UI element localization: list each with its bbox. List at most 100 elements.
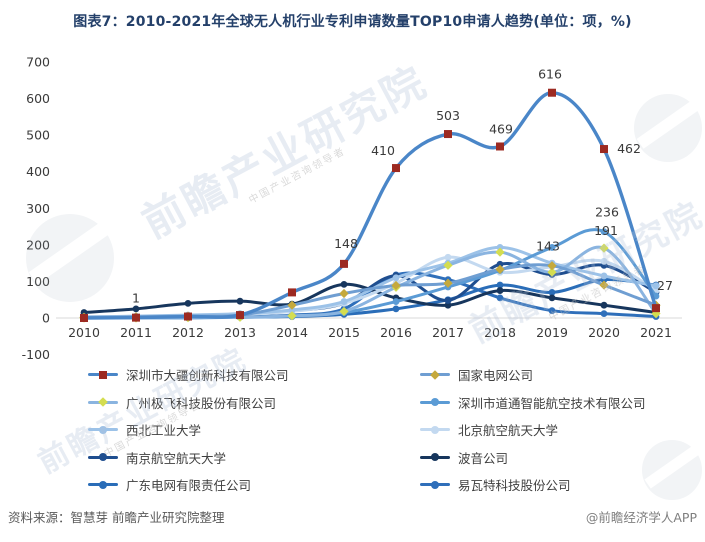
x-tick-label: 2020 <box>588 325 620 340</box>
legend-label: 深圳市大疆创新科技有限公司 <box>126 368 289 384</box>
legend-marker-icon <box>420 425 450 434</box>
data-point-label: 143 <box>536 239 560 254</box>
x-tick-label: 2021 <box>640 325 672 340</box>
data-point-marker-s7 <box>132 305 140 313</box>
legend-marker-icon <box>420 398 450 407</box>
data-point-label: 616 <box>538 67 562 82</box>
legend-item-4: 西北工业大学 <box>88 420 420 439</box>
legend-item-2: 广州极飞科技股份有限公司 <box>88 393 420 412</box>
data-point-marker-s0 <box>80 314 88 322</box>
y-tick-label: 300 <box>26 201 50 216</box>
legend-item-9: 易瓦特科技股份公司 <box>420 475 705 494</box>
legend-circle-icon <box>431 480 439 489</box>
data-point-label: 236 <box>595 205 619 220</box>
legend-label: 北京航空航天大学 <box>458 423 559 439</box>
legend-marker-icon <box>88 425 118 434</box>
legend-circle-icon <box>99 425 107 434</box>
y-tick-label: 0 <box>42 311 50 326</box>
data-point-marker-s2 <box>339 306 349 317</box>
data-point-marker-s1 <box>339 288 349 299</box>
y-tick-label: 200 <box>26 237 50 252</box>
legend-circle-icon <box>99 453 107 462</box>
x-tick-label: 2016 <box>380 325 412 340</box>
data-point-marker-s0 <box>288 288 296 297</box>
data-point-marker-s3 <box>600 228 608 236</box>
data-point-marker-s7 <box>496 287 504 294</box>
legend-label: 西北工业大学 <box>126 423 202 439</box>
data-point-marker-s3 <box>392 298 400 305</box>
legend-circle-icon <box>431 425 439 434</box>
legend-circle-icon <box>431 453 439 462</box>
data-point-marker-s1 <box>443 278 453 288</box>
y-tick-label: -100 <box>22 347 50 362</box>
legend-marker-icon <box>420 453 450 462</box>
legend-label: 广州极飞科技股份有限公司 <box>126 395 277 411</box>
x-tick-label: 2014 <box>276 325 308 340</box>
data-point-marker-s5 <box>600 257 608 265</box>
x-tick-label: 2018 <box>484 325 516 340</box>
data-point-marker-s9 <box>600 310 608 318</box>
legend-label: 深圳市道通智能航空技术有限公司 <box>458 395 646 411</box>
legend-square-icon <box>99 370 107 379</box>
data-point-marker-s7 <box>548 294 556 302</box>
chart-title: 图表7：2010-2021年全球无人机行业专利申请数量TOP10申请人趋势(单位… <box>73 14 632 30</box>
x-tick-label: 2015 <box>328 325 360 340</box>
data-point-marker-s1 <box>599 280 609 290</box>
data-point-marker-s7 <box>236 297 244 305</box>
legend-marker-icon <box>88 370 118 379</box>
data-point-marker-s9 <box>548 307 556 315</box>
source-row: 资料来源：智慧芽 前瞻产业研究院整理 @前瞻经济学人APP <box>0 507 705 526</box>
x-tick-label: 2013 <box>224 325 256 340</box>
y-tick-label: 400 <box>26 164 50 179</box>
x-tick-label: 2011 <box>120 325 152 340</box>
chart-legend: 深圳市大疆创新科技有限公司 国家电网公司广州极飞科技股份有限公司 深圳市道通智能航空… <box>88 361 705 499</box>
legend-item-8: 广东电网有限责任公司 <box>88 475 420 494</box>
data-point-marker-s0 <box>392 164 400 173</box>
y-tick-label: 100 <box>26 274 50 289</box>
data-point-marker-s4 <box>652 282 660 290</box>
data-point-marker-s6 <box>444 297 452 304</box>
data-point-marker-s6 <box>496 260 504 268</box>
data-point-label: 191 <box>594 223 618 238</box>
data-point-label: 27 <box>657 278 673 293</box>
data-point-label: 148 <box>334 236 358 251</box>
x-tick-label: 2010 <box>68 325 100 340</box>
legend-label: 易瓦特科技股份公司 <box>458 478 571 494</box>
data-point-marker-s1 <box>287 300 297 310</box>
y-tick-label: 500 <box>26 128 50 143</box>
data-point-label: 462 <box>617 141 641 156</box>
data-point-marker-s0 <box>236 311 244 320</box>
legend-label: 波音公司 <box>458 450 509 466</box>
data-point-marker-s2 <box>287 311 297 321</box>
legend-item-0: 深圳市大疆创新科技有限公司 <box>88 365 420 384</box>
data-point-marker-s8 <box>496 281 504 289</box>
data-point-marker-s0 <box>600 145 608 154</box>
data-point-marker-s0 <box>548 88 556 97</box>
legend-circle-icon <box>99 480 107 489</box>
legend-label: 国家电网公司 <box>458 368 534 384</box>
data-point-marker-s8 <box>392 305 400 313</box>
data-point-marker-s2 <box>599 243 609 253</box>
legend-item-1: 国家电网公司 <box>420 365 705 384</box>
y-tick-label: 700 <box>26 55 50 70</box>
series-line-0 <box>82 91 658 320</box>
data-point-marker-s4 <box>288 306 296 314</box>
data-point-marker-s0 <box>132 313 140 322</box>
legend-marker-icon <box>88 453 118 462</box>
data-point-marker-s7 <box>340 280 348 288</box>
app-credit: @前瞻经济学人APP <box>585 510 697 525</box>
data-point-marker-s0 <box>184 312 192 321</box>
data-point-marker-s4 <box>340 298 348 305</box>
legend-label: 南京航空航天大学 <box>126 450 227 466</box>
legend-marker-icon <box>88 397 118 408</box>
data-point-marker-s0 <box>496 142 504 151</box>
data-point-marker-s0 <box>340 259 348 268</box>
data-point-marker-s0 <box>444 130 452 139</box>
data-point-marker-s8 <box>548 289 556 296</box>
data-point-marker-s9 <box>496 294 504 302</box>
x-tick-label: 2017 <box>432 325 464 340</box>
data-point-label: 410 <box>371 143 395 158</box>
x-tick-label: 2019 <box>536 325 568 340</box>
trend-chart: 700 600 500 400 300 200 100 0 -100 2010 2011 2012 20… <box>22 55 682 362</box>
data-point-label: 469 <box>489 121 513 136</box>
